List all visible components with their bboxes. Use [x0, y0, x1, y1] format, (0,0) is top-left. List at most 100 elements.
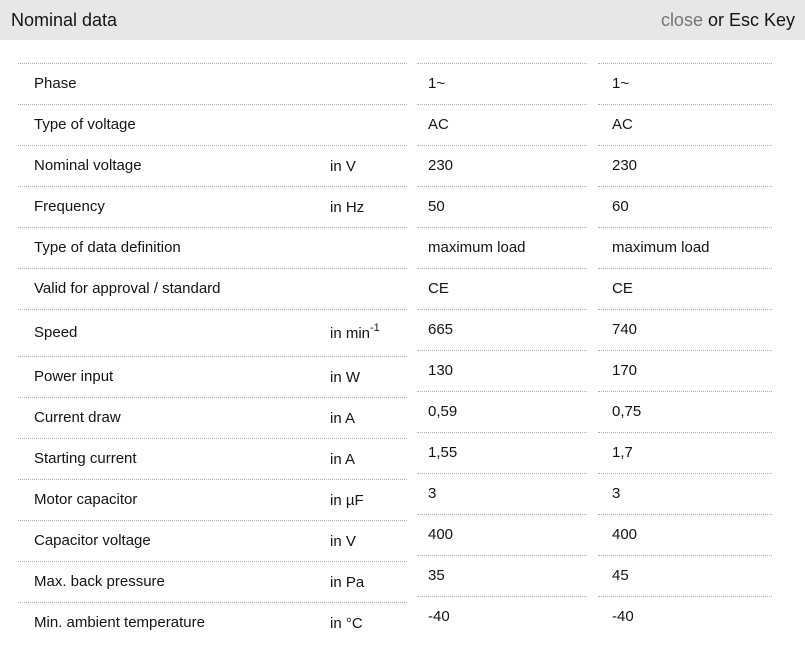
table-row: 3	[417, 473, 587, 514]
row-value: AC	[612, 116, 633, 133]
row-value: 50	[428, 198, 445, 215]
table-row: 0,59	[417, 391, 587, 432]
table-row: Min. ambient temperature in °C	[18, 602, 407, 643]
row-unit: in A	[330, 451, 356, 468]
table-row: -40	[417, 596, 587, 637]
row-value: 1,7	[612, 444, 633, 461]
row-value: CE	[428, 280, 449, 297]
table-row: Current draw in A	[18, 397, 407, 438]
values-column-50hz: 1~ AC 230 50 maximum load CE 665 130 0,5…	[417, 63, 587, 637]
table-row: 665	[417, 309, 587, 350]
row-value: 0,59	[428, 403, 458, 420]
row-value: 130	[428, 362, 454, 379]
row-label: Starting current	[34, 450, 137, 467]
row-value: 400	[612, 526, 638, 543]
row-label: Phase	[34, 75, 77, 92]
dialog-title: Nominal data	[11, 9, 118, 30]
row-value: 60	[612, 198, 629, 215]
row-value: -40	[428, 608, 450, 625]
table-row: 740	[598, 309, 772, 350]
row-value: CE	[612, 280, 633, 297]
row-label: Nominal voltage	[34, 157, 142, 174]
table-row: Starting current in A	[18, 438, 407, 479]
row-value: maximum load	[612, 239, 710, 256]
table-row: 3	[598, 473, 772, 514]
row-value: 665	[428, 321, 454, 338]
table-row: 1,7	[598, 432, 772, 473]
table-row: Nominal voltage in V	[18, 145, 407, 186]
row-label: Speed	[34, 324, 78, 341]
row-unit: in °C	[330, 615, 363, 632]
esc-key-hint: or Esc Key	[707, 9, 795, 30]
table-row: 230	[417, 145, 587, 186]
close-button[interactable]: close	[660, 9, 703, 30]
row-value: maximum load	[428, 239, 526, 256]
table-row: Max. back pressure in Pa	[18, 561, 407, 602]
table-row: 230	[598, 145, 772, 186]
labels-units-column: Phase Type of voltage Nominal voltage in…	[18, 63, 407, 643]
row-value: 1~	[428, 75, 446, 92]
table-row: 130	[417, 350, 587, 391]
table-row: -40	[598, 596, 772, 637]
table-row: Capacitor voltage in V	[18, 520, 407, 561]
row-label: Capacitor voltage	[34, 532, 151, 549]
row-value: 35	[428, 567, 445, 584]
row-value: 1,55	[428, 444, 458, 461]
close-area: close or Esc Key	[661, 10, 795, 31]
table-row: 35	[417, 555, 587, 596]
row-unit: in Pa	[330, 574, 365, 591]
row-unit: in A	[330, 410, 356, 427]
row-label: Type of voltage	[34, 116, 136, 133]
table-row: 50	[417, 186, 587, 227]
table-row: 45	[598, 555, 772, 596]
table-row: Motor capacitor in µF	[18, 479, 407, 520]
table-row: Speed in min-1	[18, 309, 407, 356]
table-row: CE	[417, 268, 587, 309]
row-unit: in Hz	[330, 199, 365, 216]
table-row: AC	[598, 104, 772, 145]
row-unit: in min-1	[330, 322, 380, 342]
row-label: Max. back pressure	[34, 573, 165, 590]
dialog-header: Nominal data close or Esc Key	[0, 0, 805, 40]
table-row: 400	[598, 514, 772, 555]
row-value: 1~	[612, 75, 630, 92]
table-row: Type of voltage	[18, 104, 407, 145]
row-label: Power input	[34, 368, 114, 385]
table-row: 170	[598, 350, 772, 391]
nominal-data-table: Phase Type of voltage Nominal voltage in…	[0, 63, 805, 643]
row-label: Min. ambient temperature	[34, 614, 205, 631]
row-value: 3	[612, 485, 621, 502]
row-unit: in V	[330, 158, 356, 175]
row-label: Frequency	[34, 198, 105, 215]
row-value: 170	[612, 362, 638, 379]
row-value: 740	[612, 321, 638, 338]
table-row: Valid for approval / standard	[18, 268, 407, 309]
row-value: 230	[428, 157, 454, 174]
table-row: 0,75	[598, 391, 772, 432]
row-label: Valid for approval / standard	[34, 280, 221, 297]
row-unit: in W	[330, 369, 360, 386]
row-value: 400	[428, 526, 454, 543]
row-value: 230	[612, 157, 638, 174]
row-value: 45	[612, 567, 629, 584]
table-row: 1~	[598, 63, 772, 104]
table-row: 1,55	[417, 432, 587, 473]
row-value: 3	[428, 485, 437, 502]
table-row: maximum load	[598, 227, 772, 268]
table-row: CE	[598, 268, 772, 309]
table-row: maximum load	[417, 227, 587, 268]
row-label: Current draw	[34, 409, 121, 426]
table-row: Type of data definition	[18, 227, 407, 268]
row-unit: in V	[330, 533, 356, 550]
values-column-60hz: 1~ AC 230 60 maximum load CE 740 170 0,7…	[598, 63, 772, 637]
table-row: 400	[417, 514, 587, 555]
row-value: -40	[612, 608, 634, 625]
row-value: 0,75	[612, 403, 642, 420]
row-unit: in µF	[330, 492, 364, 509]
table-row: Frequency in Hz	[18, 186, 407, 227]
row-label: Type of data definition	[34, 239, 181, 256]
table-row: 1~	[417, 63, 587, 104]
row-value: AC	[428, 116, 449, 133]
table-row: Power input in W	[18, 356, 407, 397]
